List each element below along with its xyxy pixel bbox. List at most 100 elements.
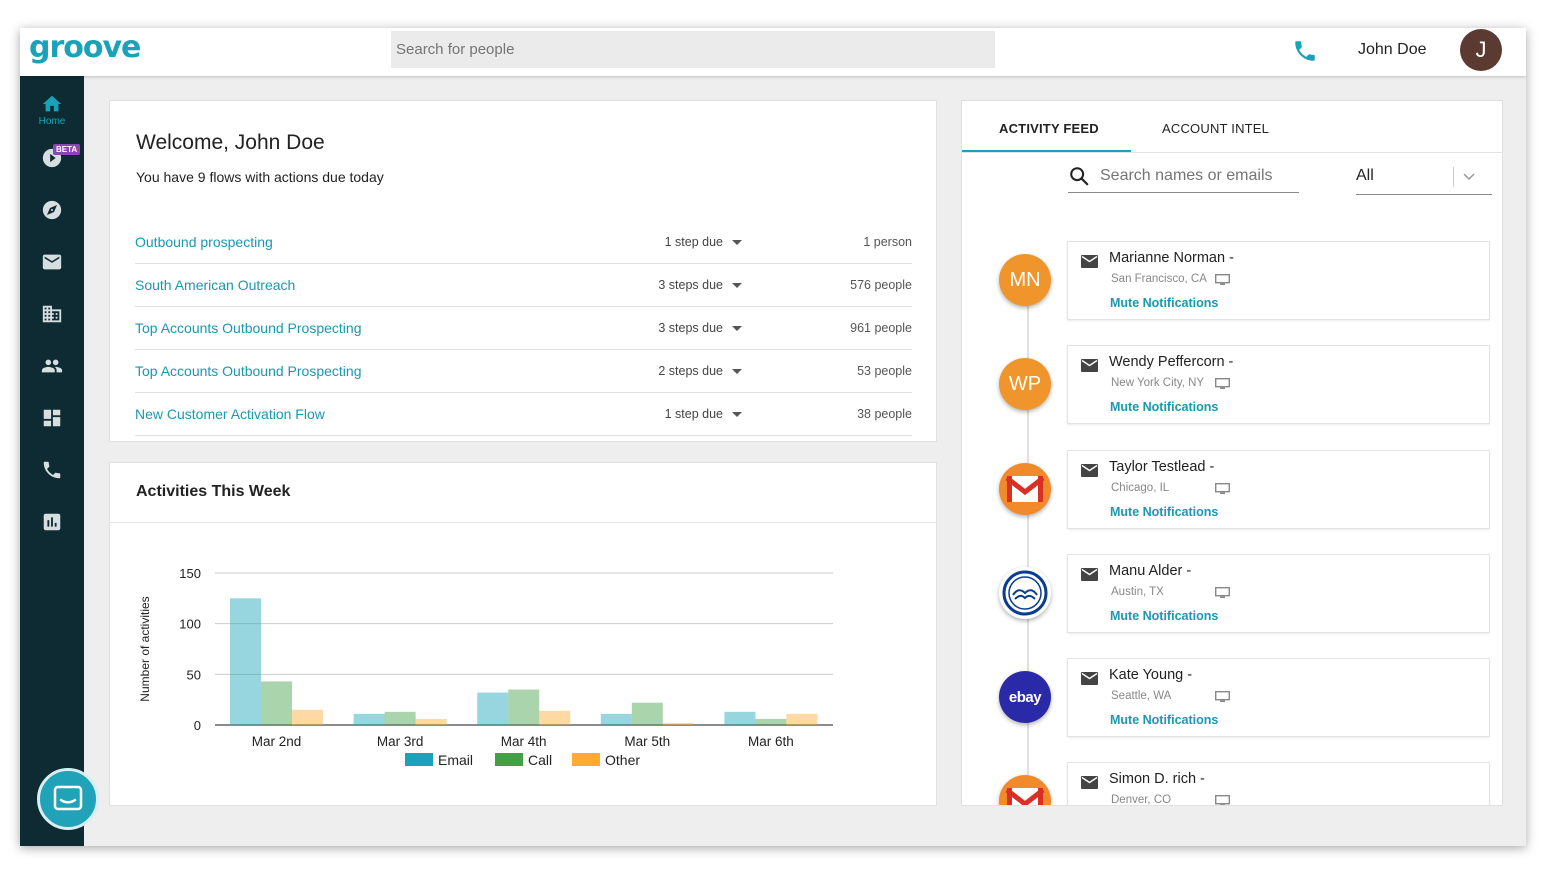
chat-launcher-button[interactable] — [37, 768, 99, 830]
groove-logo[interactable]: groove — [29, 30, 141, 65]
allstate-logo-icon[interactable] — [999, 567, 1051, 619]
feed-item: Taylor Testlead - Chicago, IL Mute Notific… — [962, 450, 1502, 530]
sidebar-item-accounts[interactable] — [20, 294, 84, 334]
home-icon — [42, 95, 62, 112]
feed-item-card[interactable]: Manu Alder - Austin, TX Mute Notifications — [1067, 554, 1490, 633]
contact-avatar[interactable]: MN — [999, 254, 1051, 306]
mute-notifications-link[interactable]: Mute Notifications — [1110, 296, 1219, 310]
sidebar-item-reports[interactable] — [20, 502, 84, 542]
activities-chart: 0 50 100 150 Number of activities Mar 2nd Mar … — [138, 566, 833, 768]
y-tick-label: 100 — [179, 617, 201, 632]
mail-icon — [42, 254, 62, 270]
contact-location: Chicago, IL — [1111, 482, 1170, 494]
contact-name[interactable]: Simon D. rich - — [1109, 771, 1205, 787]
welcome-title: Welcome, John Doe — [136, 131, 325, 154]
app-window: groove John Doe J Home BETA — [20, 28, 1526, 846]
flow-people-count: 38 people — [857, 407, 912, 421]
mail-icon — [1081, 672, 1098, 685]
flow-row: New Customer Activation Flow 1 step due … — [135, 393, 912, 436]
chevron-down-icon — [1463, 173, 1475, 181]
flow-name-link[interactable]: Top Accounts Outbound Prospecting — [135, 363, 362, 379]
phone-icon — [43, 461, 61, 479]
feed-filter-value: All — [1356, 167, 1374, 184]
divider — [110, 522, 936, 523]
y-axis-label: Number of activities — [138, 596, 152, 701]
feed-item: WP Wendy Peffercorn - New York City, NY Mut… — [962, 345, 1502, 425]
user-avatar[interactable]: J — [1460, 29, 1502, 71]
bar-call — [631, 702, 663, 725]
flow-steps-label: 3 steps due — [658, 321, 723, 335]
desktop-icon — [1215, 795, 1230, 805]
sidebar-item-email[interactable] — [20, 242, 84, 282]
gmail-icon[interactable] — [999, 775, 1051, 805]
mail-icon — [1081, 255, 1098, 268]
flow-steps-dropdown[interactable]: 2 steps due — [658, 364, 742, 378]
gmail-icon[interactable] — [999, 463, 1051, 515]
flow-steps-dropdown[interactable]: 3 steps due — [658, 278, 742, 292]
ebay-logo[interactable]: ebay — [999, 671, 1051, 723]
sidebar-home-label: Home — [38, 116, 66, 127]
welcome-subtitle: You have 9 flows with actions due today — [136, 169, 384, 185]
contact-avatar[interactable]: WP — [999, 358, 1051, 410]
contact-name[interactable]: Marianne Norman - — [1109, 250, 1234, 266]
caret-down-icon — [732, 369, 742, 375]
flow-row: Top Accounts Outbound Prospecting 2 step… — [135, 350, 912, 393]
contact-name[interactable]: Kate Young - — [1109, 667, 1193, 683]
flow-steps-label: 2 steps due — [658, 364, 723, 378]
mute-notifications-link[interactable]: Mute Notifications — [1110, 400, 1219, 414]
mute-notifications-link[interactable]: Mute Notifications — [1110, 713, 1219, 727]
flow-steps-dropdown[interactable]: 1 step due — [665, 235, 742, 249]
caret-down-icon — [732, 240, 742, 246]
flow-people-count: 1 person — [863, 235, 912, 249]
flow-people-count: 53 people — [857, 364, 912, 378]
contact-name[interactable]: Wendy Peffercorn - — [1109, 354, 1234, 370]
feed-item: MN Marianne Norman - San Francisco, CA Mute… — [962, 241, 1502, 321]
sidebar-item-people[interactable] — [20, 346, 84, 386]
flow-name-link[interactable]: South American Outreach — [135, 277, 296, 293]
x-tick-label: Mar 4th — [501, 734, 547, 749]
caret-down-icon — [732, 326, 742, 332]
mute-notifications-link[interactable]: Mute Notifications — [1110, 505, 1219, 519]
flow-steps-dropdown[interactable]: 1 step due — [665, 407, 742, 421]
sidebar-item-home[interactable]: Home — [20, 90, 84, 130]
feed-item-card[interactable]: Taylor Testlead - Chicago, IL Mute Notific… — [1067, 450, 1490, 529]
bar-other — [292, 709, 323, 725]
flow-name-link[interactable]: New Customer Activation Flow — [135, 406, 325, 422]
tab-activity-feed[interactable]: ACTIVITY FEED — [999, 121, 1099, 136]
feed-item-card[interactable]: Kate Young - Seattle, WA Mute Notification… — [1067, 658, 1490, 737]
feed-search-input[interactable] — [1100, 163, 1295, 189]
sidebar-item-explore[interactable] — [20, 190, 84, 230]
feed-item-card[interactable]: Simon D. rich -Denver, COMute Notificati… — [1067, 762, 1490, 805]
caret-down-icon — [732, 412, 742, 418]
y-tick-label: 150 — [179, 566, 201, 581]
x-tick-label: Mar 3rd — [377, 734, 424, 749]
bar-other — [662, 722, 694, 725]
desktop-icon — [1215, 587, 1230, 598]
legend-label: Email — [438, 752, 473, 768]
sidebar-item-dashboard[interactable] — [20, 398, 84, 438]
tab-account-intel[interactable]: ACCOUNT INTEL — [1162, 121, 1270, 136]
search-icon — [1070, 167, 1089, 186]
feed-item-card[interactable]: Wendy Peffercorn - New York City, NY Mute … — [1067, 345, 1490, 424]
user-name[interactable]: John Doe — [1358, 41, 1427, 58]
contact-name[interactable]: Taylor Testlead - — [1109, 459, 1215, 475]
desktop-icon — [1215, 378, 1230, 389]
sidebar-item-calls[interactable] — [20, 450, 84, 490]
avatar-initials: MN — [1009, 268, 1041, 291]
mute-notifications-link[interactable]: Mute Notifications — [1110, 609, 1219, 623]
compass-icon — [42, 200, 62, 220]
contact-name[interactable]: Manu Alder - — [1109, 563, 1192, 579]
flow-name-link[interactable]: Outbound prospecting — [135, 234, 273, 250]
people-search-input[interactable] — [391, 31, 995, 68]
phone-icon[interactable] — [1292, 38, 1318, 64]
flow-name-link[interactable]: Top Accounts Outbound Prospecting — [135, 320, 362, 336]
flow-row: South American Outreach 3 steps due 576 … — [135, 264, 912, 307]
feed-item: ebay Kate Young - Seattle, WA Mute Notifica… — [962, 658, 1502, 738]
bar-email — [477, 692, 509, 725]
legend-swatch-other — [572, 753, 600, 766]
feed-item-card[interactable]: Marianne Norman - San Francisco, CA Mute N… — [1067, 241, 1490, 320]
flow-steps-dropdown[interactable]: 3 steps due — [658, 321, 742, 335]
bar-email — [600, 713, 632, 725]
people-icon — [41, 359, 63, 373]
feed-filter-select[interactable]: All — [1356, 163, 1492, 195]
